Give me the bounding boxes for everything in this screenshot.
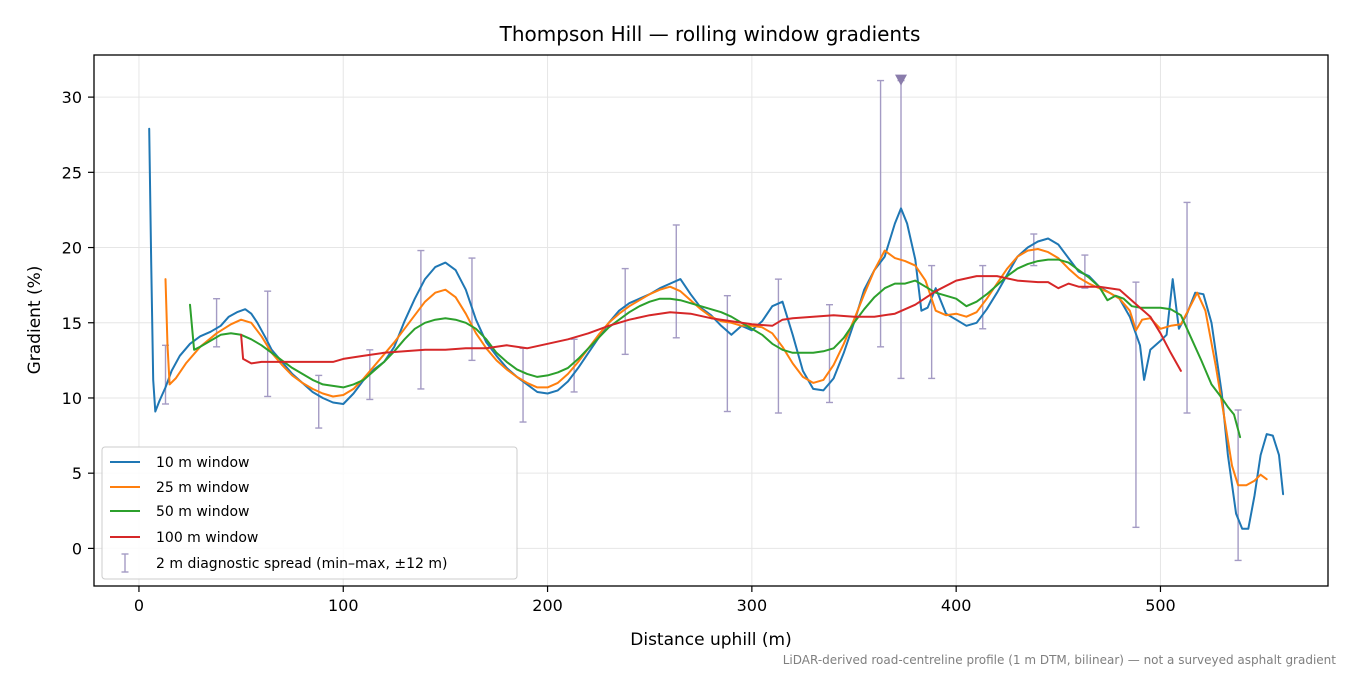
x-tick-label: 500 — [1145, 596, 1176, 615]
clipped-spread-marker — [895, 74, 908, 86]
y-tick-label: 20 — [62, 239, 82, 258]
series-layer — [148, 127, 1285, 530]
x-axis-label: Distance uphill (m) — [630, 630, 791, 650]
series-line-3 — [189, 258, 1242, 439]
plot-area — [148, 74, 1285, 562]
x-tick-label: 400 — [941, 596, 972, 615]
y-tick-label: 15 — [62, 314, 82, 333]
spread-bar — [1132, 281, 1140, 529]
series-line-4 — [240, 275, 1182, 372]
y-tick-label: 0 — [72, 539, 82, 558]
y-tick-label: 25 — [62, 163, 82, 182]
footnote: LiDAR-derived road-centreline profile (1… — [783, 653, 1337, 667]
x-axis: 0 100 200 300 400 500 — [134, 586, 1176, 615]
legend-label-1: 10 m window — [156, 455, 249, 471]
y-tick-label: 5 — [72, 464, 82, 483]
x-tick-label: 0 — [134, 596, 144, 615]
diagnostic-spread-layer — [162, 74, 1242, 562]
spread-bar — [213, 297, 221, 348]
y-tick-label: 10 — [62, 389, 82, 408]
spread-bar — [621, 267, 629, 356]
spread-bar — [825, 304, 833, 404]
spread-bar — [1081, 254, 1089, 289]
y-axis-label: Gradient (%) — [25, 266, 45, 375]
axes-frame — [93, 54, 1329, 587]
spread-bar — [315, 374, 323, 429]
legend-box — [101, 446, 518, 580]
legend-label-4: 100 m window — [156, 530, 258, 546]
y-axis: 0 5 10 15 20 25 30 — [62, 88, 94, 558]
x-tick-label: 300 — [737, 596, 768, 615]
legend: 10 m window 25 m window 50 m window 100 m w… — [101, 446, 518, 580]
spread-bar — [774, 278, 782, 414]
legend-label-2: 25 m window — [156, 480, 249, 496]
x-tick-label: 100 — [328, 596, 359, 615]
spread-bar — [1183, 201, 1191, 414]
chart-title: Thompson Hill — rolling window gradients — [499, 22, 921, 46]
legend-label-3: 50 m window — [156, 504, 249, 520]
legend-label-spread: 2 m diagnostic spread (min–max, ±12 m) — [156, 556, 447, 572]
series-line-2 — [164, 248, 1268, 487]
x-tick-label: 200 — [532, 596, 563, 615]
spread-bar — [417, 249, 425, 390]
y-tick-label: 30 — [62, 88, 82, 107]
spread-bar — [877, 79, 885, 348]
spread-bar — [928, 264, 936, 380]
